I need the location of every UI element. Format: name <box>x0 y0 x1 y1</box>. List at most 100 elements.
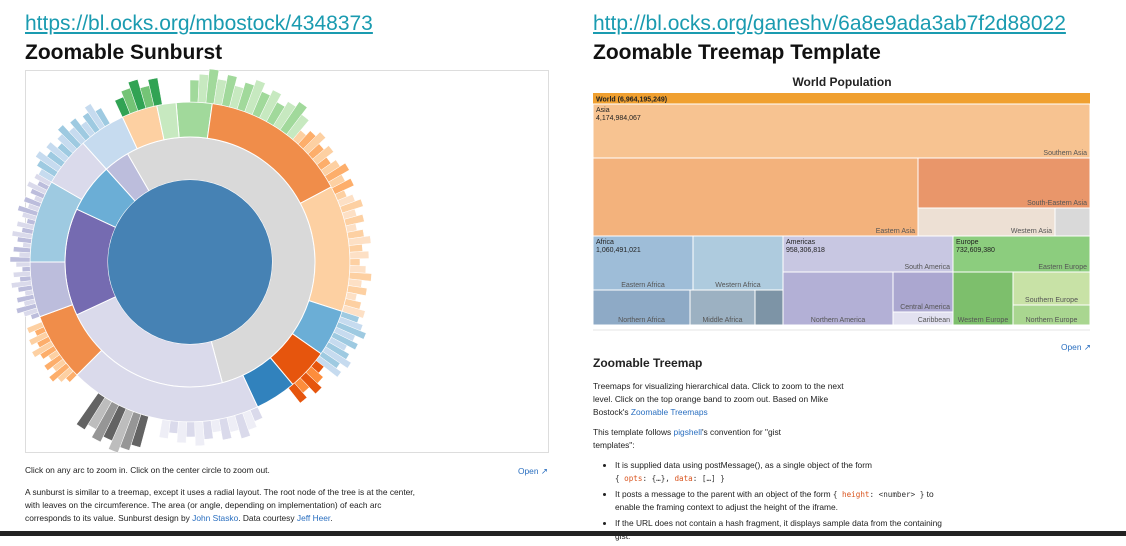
arc <box>349 258 361 267</box>
arc <box>9 256 31 263</box>
link[interactable]: https://bl.ocks.org/mbostock/4348373 <box>25 12 373 35</box>
arc <box>158 419 171 439</box>
region-label: Eastern Asia <box>876 228 915 235</box>
convention: This template follows pigshell's convent… <box>593 426 803 452</box>
code: } <box>915 490 925 499</box>
cell <box>1012 304 1091 326</box>
region-label: Eastern Europe <box>1038 264 1087 271</box>
region-label: Northern America <box>811 317 866 324</box>
group-name: Americas <box>786 239 816 246</box>
cell <box>892 271 954 313</box>
arc <box>349 250 370 260</box>
cell <box>592 103 1091 159</box>
list: It is supplied data using postMessage(),… <box>595 459 955 543</box>
link[interactable]: John Stasko <box>192 513 239 523</box>
cell <box>917 207 1056 237</box>
text: . <box>330 513 333 523</box>
band <box>593 93 1090 104</box>
code: : <box>869 490 879 499</box>
title: Zoomable Sunburst <box>25 41 223 64</box>
group-total: 1,060,491,021 <box>596 247 641 254</box>
cell <box>952 235 1091 273</box>
heading: Zoomable Treemap <box>593 356 703 370</box>
group-total: 4,174,984,067 <box>596 115 641 122</box>
arc <box>26 321 45 334</box>
code: : {…}, <box>642 474 675 483</box>
cell <box>782 271 894 326</box>
arc <box>147 77 163 107</box>
arc <box>348 243 363 253</box>
code: { <box>615 474 625 483</box>
arc <box>15 261 31 268</box>
region-label: Western Europe <box>958 317 1009 324</box>
arc <box>349 265 367 274</box>
bullets: It is supplied data using postMessage(),… <box>595 459 955 546</box>
open-text[interactable]: Open <box>518 466 539 476</box>
code: { opts: {…}, data: […] } <box>615 474 725 483</box>
arc <box>189 79 200 103</box>
treemap-title: World Population <box>792 75 891 89</box>
arc <box>194 421 205 447</box>
region-label: Central America <box>900 304 950 311</box>
text: This template follows <box>593 427 674 437</box>
code-key: opts <box>624 474 643 483</box>
cell <box>592 235 694 291</box>
arc <box>21 266 31 273</box>
open-text[interactable]: Open <box>1061 342 1082 352</box>
arc <box>175 101 213 139</box>
open-link[interactable]: Open ↗ <box>1061 342 1091 352</box>
code: { <box>832 490 843 499</box>
cell <box>1012 271 1091 306</box>
link[interactable]: Jeff Heer <box>296 513 331 523</box>
open-link[interactable]: Open ↗ <box>518 466 548 476</box>
group-total: 958,306,818 <box>786 247 825 254</box>
center <box>108 180 272 344</box>
arc <box>185 421 196 438</box>
item: It is supplied data using postMessage(),… <box>615 459 955 485</box>
region-label: Southern Asia <box>1043 150 1087 157</box>
text: Treemaps for visualizing hierarchical da… <box>593 381 844 417</box>
cell <box>692 235 784 291</box>
code: { height: <number> } <box>833 490 924 499</box>
code-key: height <box>842 490 870 499</box>
item: It posts a message to the parent with an… <box>615 488 955 514</box>
region-label: Middle Africa <box>702 317 742 324</box>
group-name: Africa <box>596 239 614 246</box>
link[interactable]: Zoomable Treemaps <box>630 407 708 417</box>
root-label: World (6,964,195,249) <box>596 97 667 104</box>
description: A sunburst is similar to a treemap, exce… <box>25 486 420 525</box>
region-label: South-Eastern Asia <box>1027 200 1087 207</box>
cell <box>592 289 691 326</box>
treemap[interactable]: World Population World (6,964,195,249) Sou… <box>592 75 1091 326</box>
arc <box>94 107 111 127</box>
sunburst[interactable] <box>9 68 372 454</box>
bottom-bar <box>0 531 1126 536</box>
arc <box>156 102 180 141</box>
code: : […] } <box>692 474 725 483</box>
text: to enable the framing context to adjust … <box>615 489 934 512</box>
group-name: Europe <box>956 239 979 246</box>
code-key: data <box>674 474 693 483</box>
arc <box>18 251 31 258</box>
text: If the URL does not contain a hash fragm… <box>615 518 942 541</box>
title: Zoomable Treemap Template <box>593 41 881 64</box>
text: A sunburst is similar to a treemap, exce… <box>25 487 415 523</box>
group-name: Asia <box>596 107 610 114</box>
text: 's convention for "gist templates": <box>593 427 781 450</box>
cell <box>592 157 919 237</box>
text: It is supplied data using postMessage(),… <box>615 460 872 470</box>
intro: Treemaps for visualizing hierarchical da… <box>593 380 858 419</box>
arc <box>288 382 308 404</box>
region-label: Western Africa <box>715 282 760 289</box>
cell <box>689 289 756 326</box>
caption: Click on any arc to zoom in. Click on th… <box>25 465 270 475</box>
link[interactable]: pigshell <box>673 427 702 437</box>
arc <box>76 392 106 430</box>
text: It posts a message to the parent with an… <box>615 489 833 499</box>
cell <box>1054 207 1091 237</box>
item: If the URL does not contain a hash fragm… <box>615 517 955 543</box>
link[interactable]: http://bl.ocks.org/ganeshv/6a8e9ada3ab7f… <box>593 12 1066 35</box>
region-label: Eastern Africa <box>621 282 665 289</box>
region-label: Southern Europe <box>1025 297 1078 304</box>
